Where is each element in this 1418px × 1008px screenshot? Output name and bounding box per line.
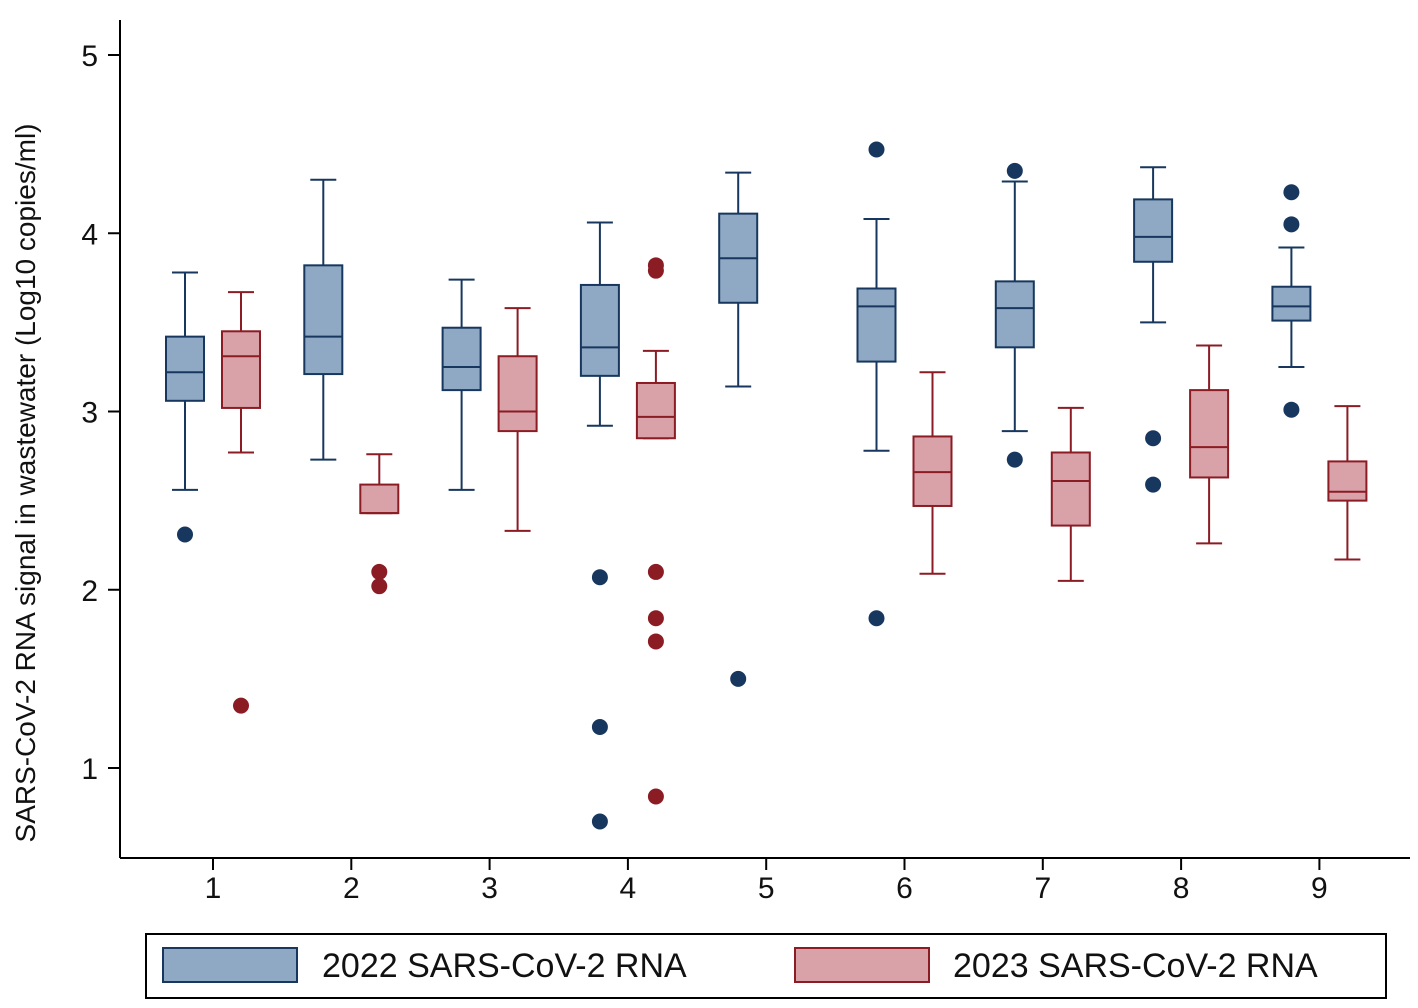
box-group-2 xyxy=(303,178,344,461)
box-group-1 xyxy=(165,271,205,543)
box-group-8 xyxy=(1133,166,1174,493)
box xyxy=(994,280,1035,349)
legend-label-2023: 2023 SARS-CoV-2 RNA xyxy=(953,947,1318,985)
box xyxy=(441,326,482,392)
x-tick-label: 5 xyxy=(758,872,775,905)
legend-swatch-2022 xyxy=(162,947,298,983)
box xyxy=(359,483,400,515)
box-group-4 xyxy=(635,257,676,805)
y-tick-label: 2 xyxy=(81,575,98,608)
outlier-point xyxy=(1145,476,1162,493)
box xyxy=(1133,198,1174,263)
outlier-point xyxy=(1283,401,1300,418)
legend: 2022 SARS-CoV-2 RNA 2023 SARS-CoV-2 RNA xyxy=(145,933,1387,999)
outlier-point xyxy=(371,563,388,580)
box xyxy=(1050,451,1091,527)
x-tick-label: 8 xyxy=(1173,872,1190,905)
box-group-2 xyxy=(359,453,400,595)
y-tick-label: 1 xyxy=(81,753,98,786)
box xyxy=(856,287,897,363)
outlier-point xyxy=(177,526,193,543)
box xyxy=(165,335,205,402)
outlier-point xyxy=(1283,216,1300,233)
box xyxy=(635,381,676,440)
box-group-9 xyxy=(1271,184,1312,418)
y-axis-label: SARS-CoV-2 RNA signal in wastewater (Log… xyxy=(10,124,41,843)
y-tick-label: 5 xyxy=(81,40,98,73)
x-tick-label: 3 xyxy=(481,872,498,905)
outlier-point xyxy=(1283,184,1300,201)
box-group-6 xyxy=(912,371,953,575)
series-2023 xyxy=(221,257,1368,805)
box xyxy=(1271,285,1312,322)
box-group-5 xyxy=(718,171,759,687)
box xyxy=(303,264,344,376)
outlier-point xyxy=(591,813,608,830)
outlier-point xyxy=(1006,162,1023,179)
outlier-point xyxy=(371,578,388,595)
box-group-6 xyxy=(856,141,897,627)
outlier-point xyxy=(868,141,885,158)
box-group-1 xyxy=(221,291,261,714)
x-tick-label: 9 xyxy=(1311,872,1328,905)
box-group-3 xyxy=(441,278,482,491)
box xyxy=(1189,389,1230,479)
outlier-point xyxy=(647,563,664,580)
y-tick-label: 3 xyxy=(81,397,98,430)
outlier-point xyxy=(233,697,249,714)
outlier-point xyxy=(730,670,747,687)
legend-frame xyxy=(145,933,1387,999)
outlier-point xyxy=(1006,451,1023,468)
legend-swatch-2023 xyxy=(794,947,930,983)
plot-area xyxy=(165,141,1368,830)
box xyxy=(579,283,620,377)
x-tick-label: 2 xyxy=(343,872,360,905)
axes: SARS-CoV-2 RNA signal in wastewater (Log… xyxy=(10,20,1410,905)
outlier-point xyxy=(868,610,885,627)
legend-label-2022: 2022 SARS-CoV-2 RNA xyxy=(322,947,687,985)
box xyxy=(1327,460,1368,502)
series-2022 xyxy=(165,141,1312,830)
outlier-point xyxy=(647,788,664,805)
outlier-point xyxy=(591,719,608,736)
x-tick-label: 6 xyxy=(896,872,913,905)
box xyxy=(221,330,261,409)
x-tick-label: 7 xyxy=(1034,872,1051,905)
outlier-point xyxy=(1145,430,1162,447)
outlier-point xyxy=(591,569,608,586)
outlier-point xyxy=(647,610,664,627)
box-group-3 xyxy=(497,307,538,532)
box-group-7 xyxy=(1050,406,1091,582)
outlier-point xyxy=(647,633,664,650)
x-tick-label: 4 xyxy=(620,872,637,905)
box-group-4 xyxy=(579,221,620,830)
box-group-8 xyxy=(1189,344,1230,545)
box-group-9 xyxy=(1327,405,1368,561)
x-tick-label: 1 xyxy=(205,872,222,905)
box xyxy=(497,355,538,433)
y-tick-label: 4 xyxy=(81,218,98,251)
outlier-point xyxy=(647,262,664,279)
box-group-7 xyxy=(994,162,1035,468)
